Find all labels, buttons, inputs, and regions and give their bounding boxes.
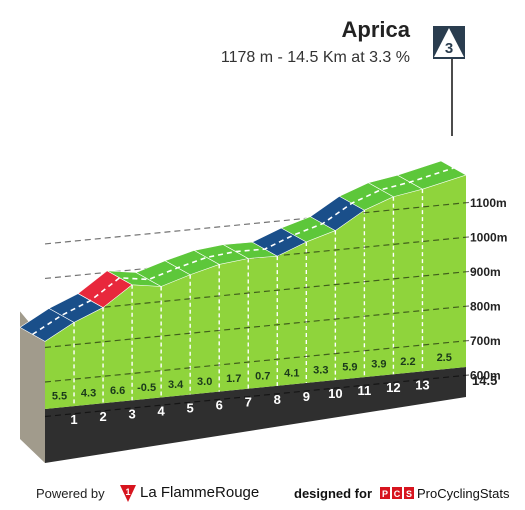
elevation-gridline xyxy=(44,270,475,314)
road-centre-line xyxy=(32,167,454,336)
segment-gradient-label: 2.5 xyxy=(437,352,452,364)
km-marker-label: 2 xyxy=(99,409,106,424)
y-tick-label: 800m xyxy=(470,299,501,313)
segment-gradient-label: 2.2 xyxy=(400,356,415,368)
y-tick-label: 900m xyxy=(470,265,501,279)
ground-layer xyxy=(20,311,466,463)
km-marker-label: 4 xyxy=(158,403,166,418)
elevation-gridline xyxy=(44,373,475,418)
mountain-icon xyxy=(434,28,464,57)
finish-distance-label: 14.5 xyxy=(472,373,497,388)
pcs-logo-icon: P C S xyxy=(380,487,414,499)
km-marker-label: 8 xyxy=(274,392,281,407)
climb-title: Aprica xyxy=(342,17,411,42)
km-marker-label: 5 xyxy=(187,401,194,416)
km-marker-label: 12 xyxy=(386,380,400,395)
elevation-gridline xyxy=(44,201,475,245)
segment-gradient-label: -0.5 xyxy=(137,382,156,394)
km-marker-label: 7 xyxy=(245,395,252,410)
y-tick-label: 700m xyxy=(470,334,501,348)
km-marker-label: 6 xyxy=(216,398,223,413)
km-marker-label: 1 xyxy=(70,412,77,427)
segment-gradient-label: 3.4 xyxy=(168,379,184,391)
y-tick-label: 1000m xyxy=(470,230,507,244)
segment-gradient-label: 5.5 xyxy=(52,391,67,403)
segment-gradient-label: 3.9 xyxy=(371,359,386,371)
km-marker-label: 9 xyxy=(303,389,310,404)
elevation-gridline xyxy=(44,304,475,349)
elevation-gridline xyxy=(44,339,475,383)
powered-by-text: Powered by xyxy=(36,486,105,501)
segment-gradient-label: 5.9 xyxy=(342,362,357,374)
side-wall xyxy=(20,311,45,463)
km-marker-label: 3 xyxy=(128,406,135,421)
km-marker-label: 10 xyxy=(328,386,342,401)
km-marker-label: 11 xyxy=(358,383,372,398)
segment-gradient-label: 3.3 xyxy=(313,364,328,376)
pcs-logo-letter-s: S xyxy=(406,489,412,499)
footer: Powered by 1 La FlammeRouge designed for… xyxy=(0,480,525,510)
km-marker-label: 13 xyxy=(415,377,429,392)
pcs-logo-letter-p: P xyxy=(382,489,388,499)
climb-subtitle: 1178 m - 14.5 Km at 3.3 % xyxy=(221,49,410,66)
la-flamme-rouge-name: La FlammeRouge xyxy=(140,484,260,501)
climb-segments-layer xyxy=(19,160,467,342)
la-flamme-rouge-logo-icon: 1 xyxy=(120,485,136,502)
segment-gradient-label: 6.6 xyxy=(110,385,125,397)
pcs-logo-letter-c: C xyxy=(394,489,401,499)
svg-text:1: 1 xyxy=(125,487,130,497)
segment-gradient-label: 4.3 xyxy=(81,388,96,400)
climb-segment-top xyxy=(396,160,467,190)
gridline-layer xyxy=(44,189,475,418)
y-tick-label: 600m xyxy=(470,369,501,383)
segment-gradient-label: 3.0 xyxy=(197,376,212,388)
segment-gradient-label: 1.7 xyxy=(226,373,241,385)
segment-gradient-label: 4.1 xyxy=(284,367,299,379)
segment-gradient-label: 0.7 xyxy=(255,370,270,382)
category-badge-label: 3 xyxy=(445,40,453,57)
procyclingstats-name: ProCyclingStats xyxy=(417,486,510,501)
header-layer: Aprica 1178 m - 14.5 Km at 3.3 % 3 xyxy=(221,17,465,136)
ground-strip xyxy=(45,367,466,463)
designed-for-text: designed for xyxy=(294,486,373,501)
y-tick-label: 1100m xyxy=(470,196,507,210)
